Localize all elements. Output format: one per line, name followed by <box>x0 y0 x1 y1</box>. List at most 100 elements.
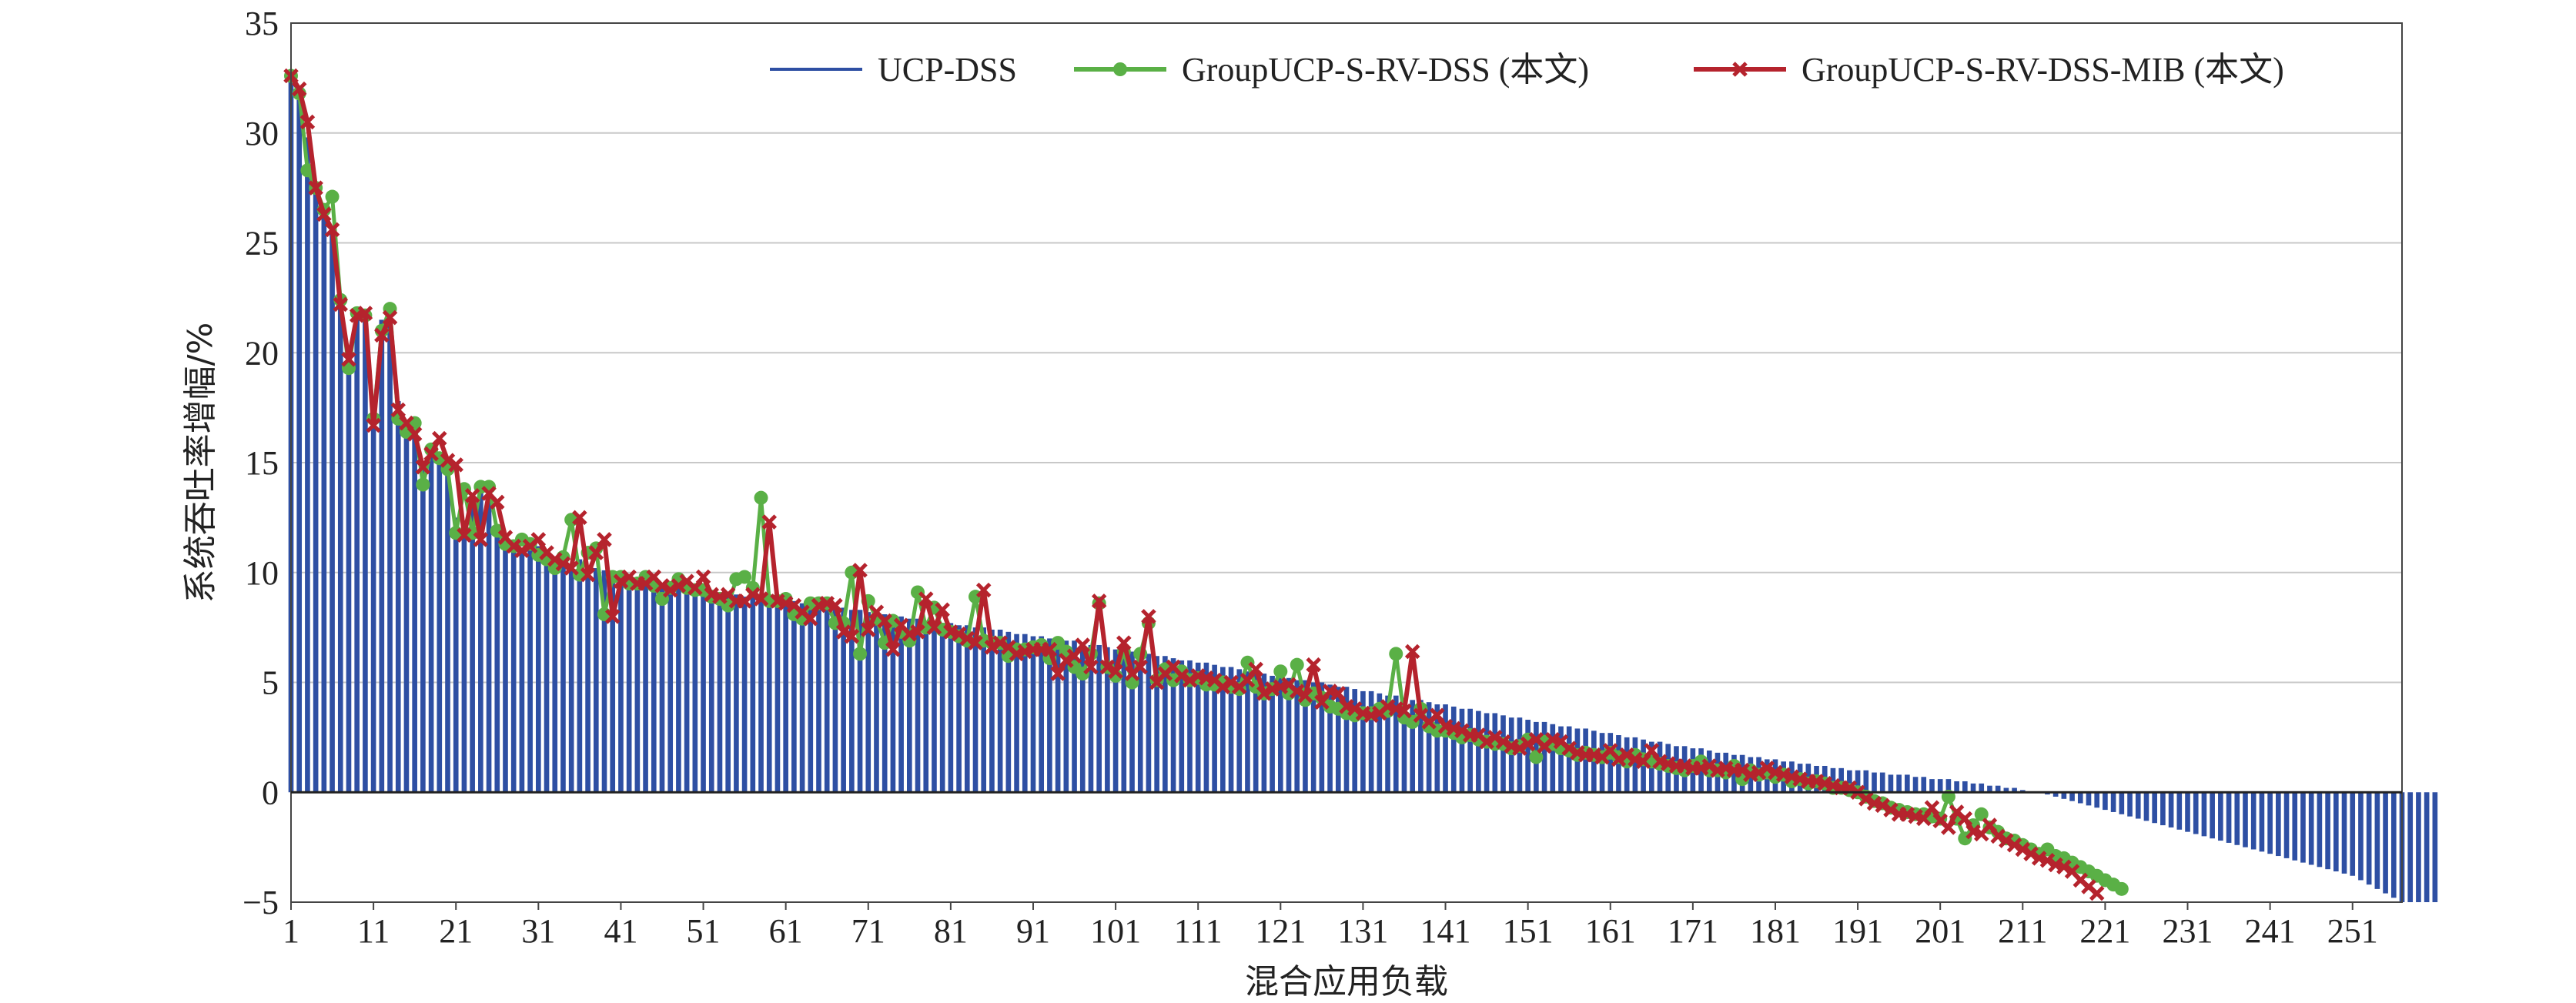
point <box>2015 841 2031 858</box>
bar <box>816 605 821 793</box>
point <box>1083 659 1099 675</box>
point <box>308 180 323 196</box>
bar <box>1270 675 1275 793</box>
bar <box>1426 702 1432 793</box>
point <box>374 327 390 343</box>
point <box>432 430 447 446</box>
point <box>687 580 703 596</box>
bar <box>2110 792 2116 812</box>
bar <box>956 625 962 793</box>
legend-marker <box>1732 62 1748 77</box>
point <box>514 543 530 558</box>
x-tick-label: 161 <box>1585 912 1636 950</box>
x-axis-title: 混合应用负载 <box>1245 962 1448 1001</box>
bar <box>1377 693 1383 793</box>
bar <box>1607 733 1614 793</box>
bar <box>1921 777 1927 793</box>
x-tick-label: 221 <box>2079 912 2130 950</box>
bar <box>1368 690 1374 793</box>
point <box>1223 674 1239 690</box>
bar <box>676 585 681 793</box>
x-tick-label: 11 <box>357 912 390 950</box>
bar <box>717 592 723 793</box>
point <box>613 573 629 589</box>
bar <box>841 607 846 793</box>
bar <box>1872 772 1877 793</box>
bar <box>1121 649 1127 793</box>
bar <box>1410 700 1416 793</box>
bar <box>2152 792 2157 824</box>
y-tick-label: −5 <box>243 884 279 921</box>
bar <box>923 620 929 793</box>
bar <box>1954 781 1959 793</box>
bar <box>337 296 343 793</box>
point <box>299 114 316 130</box>
point <box>416 477 430 492</box>
bar <box>1047 638 1052 793</box>
bar <box>1905 774 1910 793</box>
bar <box>527 543 533 793</box>
point <box>695 569 711 585</box>
y-axis-title: 系统吞吐率增幅/% <box>181 323 220 603</box>
bar <box>684 587 690 793</box>
bar <box>2374 792 2380 889</box>
bar <box>1418 700 1423 793</box>
point <box>464 488 480 503</box>
bar <box>2160 792 2166 826</box>
point <box>1042 641 1058 657</box>
point <box>835 624 851 640</box>
x-tick-label: 171 <box>1668 912 1718 950</box>
bar <box>972 627 979 793</box>
bar <box>1277 675 1283 793</box>
point <box>357 306 373 321</box>
bar <box>989 629 995 793</box>
point <box>1099 659 1116 675</box>
point <box>382 309 398 326</box>
bar <box>1170 658 1176 793</box>
point <box>588 545 604 560</box>
point <box>1999 833 2014 848</box>
bar <box>593 568 599 793</box>
bar <box>2300 792 2306 863</box>
point <box>910 624 925 640</box>
x-tick-label: 141 <box>1420 912 1471 950</box>
point <box>2114 881 2129 896</box>
bar <box>2127 792 2133 817</box>
bar <box>939 623 945 793</box>
point <box>1916 811 1932 827</box>
y-tick-label: 15 <box>245 444 279 482</box>
bar <box>1096 644 1102 793</box>
x-tick-label: 121 <box>1255 912 1306 950</box>
bar <box>1484 713 1490 793</box>
legend: UCP-DSS GroupUCP-S-RV-DSS (本文) GroupUCP-S-… <box>770 51 2284 89</box>
bar <box>783 600 788 793</box>
bar <box>1203 662 1209 793</box>
bar <box>2193 792 2199 834</box>
bar <box>1112 649 1119 793</box>
bar <box>461 523 467 793</box>
bar <box>1467 708 1473 793</box>
bar-series-ucp-dss <box>288 80 2438 902</box>
bar <box>2341 792 2347 874</box>
axes-layer <box>290 22 2403 910</box>
bar <box>1294 680 1300 793</box>
point <box>1273 664 1288 679</box>
point <box>1050 666 1066 681</box>
x-tick-label: 191 <box>1832 912 1883 950</box>
point <box>1314 694 1330 710</box>
bar <box>2069 792 2075 801</box>
y-tick-label: 30 <box>245 115 279 152</box>
point <box>399 415 414 431</box>
point <box>597 532 612 547</box>
bar <box>519 548 525 793</box>
point <box>1611 751 1627 767</box>
x-tick-label: 251 <box>2327 912 2378 950</box>
point <box>861 622 876 637</box>
legend-label: UCP-DSS <box>878 51 1017 89</box>
point <box>1957 811 1973 827</box>
bar <box>1450 706 1457 793</box>
bar <box>536 546 541 793</box>
bar <box>2052 792 2059 797</box>
point <box>1982 817 1998 833</box>
point <box>992 635 1008 650</box>
